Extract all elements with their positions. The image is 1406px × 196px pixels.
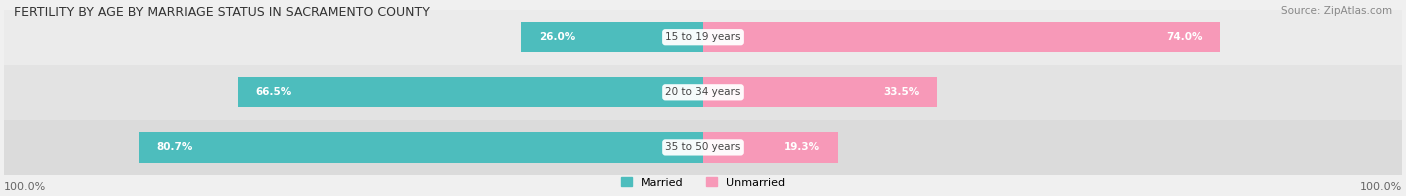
Text: Source: ZipAtlas.com: Source: ZipAtlas.com — [1281, 6, 1392, 16]
Text: 19.3%: 19.3% — [785, 142, 821, 152]
Text: 15 to 19 years: 15 to 19 years — [665, 32, 741, 42]
Text: 20 to 34 years: 20 to 34 years — [665, 87, 741, 97]
Text: 74.0%: 74.0% — [1166, 32, 1202, 42]
Text: 80.7%: 80.7% — [156, 142, 193, 152]
Bar — [703, 22, 1220, 52]
Bar — [703, 132, 838, 162]
Text: 26.0%: 26.0% — [538, 32, 575, 42]
Bar — [703, 77, 938, 107]
Bar — [139, 132, 703, 162]
Bar — [522, 22, 703, 52]
Text: 100.0%: 100.0% — [4, 181, 46, 191]
Text: 33.5%: 33.5% — [883, 87, 920, 97]
Bar — [238, 77, 703, 107]
Legend: Married, Unmarried: Married, Unmarried — [617, 173, 789, 192]
Text: FERTILITY BY AGE BY MARRIAGE STATUS IN SACRAMENTO COUNTY: FERTILITY BY AGE BY MARRIAGE STATUS IN S… — [14, 6, 430, 19]
Bar — [4, 10, 1402, 65]
Text: 35 to 50 years: 35 to 50 years — [665, 142, 741, 152]
Text: 66.5%: 66.5% — [256, 87, 292, 97]
Text: 100.0%: 100.0% — [1360, 181, 1402, 191]
Bar — [4, 120, 1402, 175]
Bar — [4, 65, 1402, 120]
